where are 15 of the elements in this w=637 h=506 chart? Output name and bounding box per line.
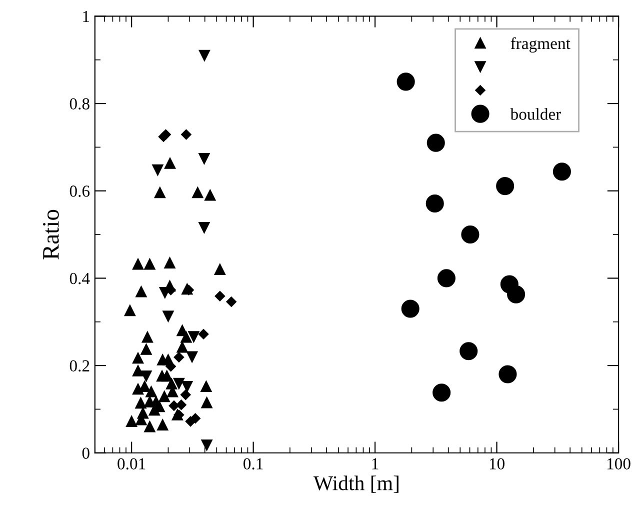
x-axis-title: Width [m]	[313, 476, 398, 493]
x-tick-label: 1	[372, 458, 378, 470]
legend-label: fragment	[510, 37, 570, 53]
legend-label: boulder	[510, 108, 562, 120]
x-tick-label: 0.01	[118, 458, 146, 470]
y-tick-label: 0.4	[70, 272, 90, 284]
y-tick-label: 1	[83, 10, 90, 22]
y-tick-label: 0.2	[70, 360, 90, 372]
x-tick-label: 100	[607, 458, 630, 470]
y-tick-label: 0.6	[70, 186, 90, 197]
x-tick-label: 0.1	[244, 458, 263, 470]
y-tick-label: 0	[82, 448, 90, 459]
x-tick-label: 10	[490, 458, 504, 470]
y-tick-label: 0.8	[70, 98, 90, 110]
y-axis-title: Ratio	[43, 210, 59, 260]
